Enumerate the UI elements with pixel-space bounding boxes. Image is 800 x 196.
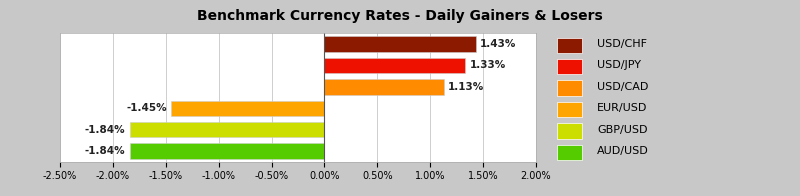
Text: GBP/USD: GBP/USD — [597, 125, 647, 135]
Text: 1.33%: 1.33% — [470, 60, 506, 70]
Bar — [325, 58, 465, 73]
Bar — [171, 101, 325, 116]
FancyBboxPatch shape — [557, 59, 582, 74]
Text: AUD/USD: AUD/USD — [597, 146, 649, 156]
FancyBboxPatch shape — [557, 102, 582, 117]
Text: USD/CAD: USD/CAD — [597, 82, 649, 92]
Text: Benchmark Currency Rates - Daily Gainers & Losers: Benchmark Currency Rates - Daily Gainers… — [197, 9, 603, 23]
Text: USD/JPY: USD/JPY — [597, 60, 641, 70]
Bar — [325, 36, 476, 52]
Text: 1.43%: 1.43% — [480, 39, 516, 49]
Text: -1.84%: -1.84% — [85, 125, 126, 135]
FancyBboxPatch shape — [557, 80, 582, 96]
Bar — [130, 122, 325, 137]
Text: EUR/USD: EUR/USD — [597, 103, 647, 113]
Text: USD/CHF: USD/CHF — [597, 39, 647, 49]
FancyBboxPatch shape — [557, 38, 582, 53]
Bar — [325, 79, 444, 94]
FancyBboxPatch shape — [557, 145, 582, 160]
Text: 1.13%: 1.13% — [448, 82, 485, 92]
Text: -1.45%: -1.45% — [126, 103, 167, 113]
Bar — [130, 143, 325, 159]
Text: -1.84%: -1.84% — [85, 146, 126, 156]
FancyBboxPatch shape — [557, 123, 582, 139]
